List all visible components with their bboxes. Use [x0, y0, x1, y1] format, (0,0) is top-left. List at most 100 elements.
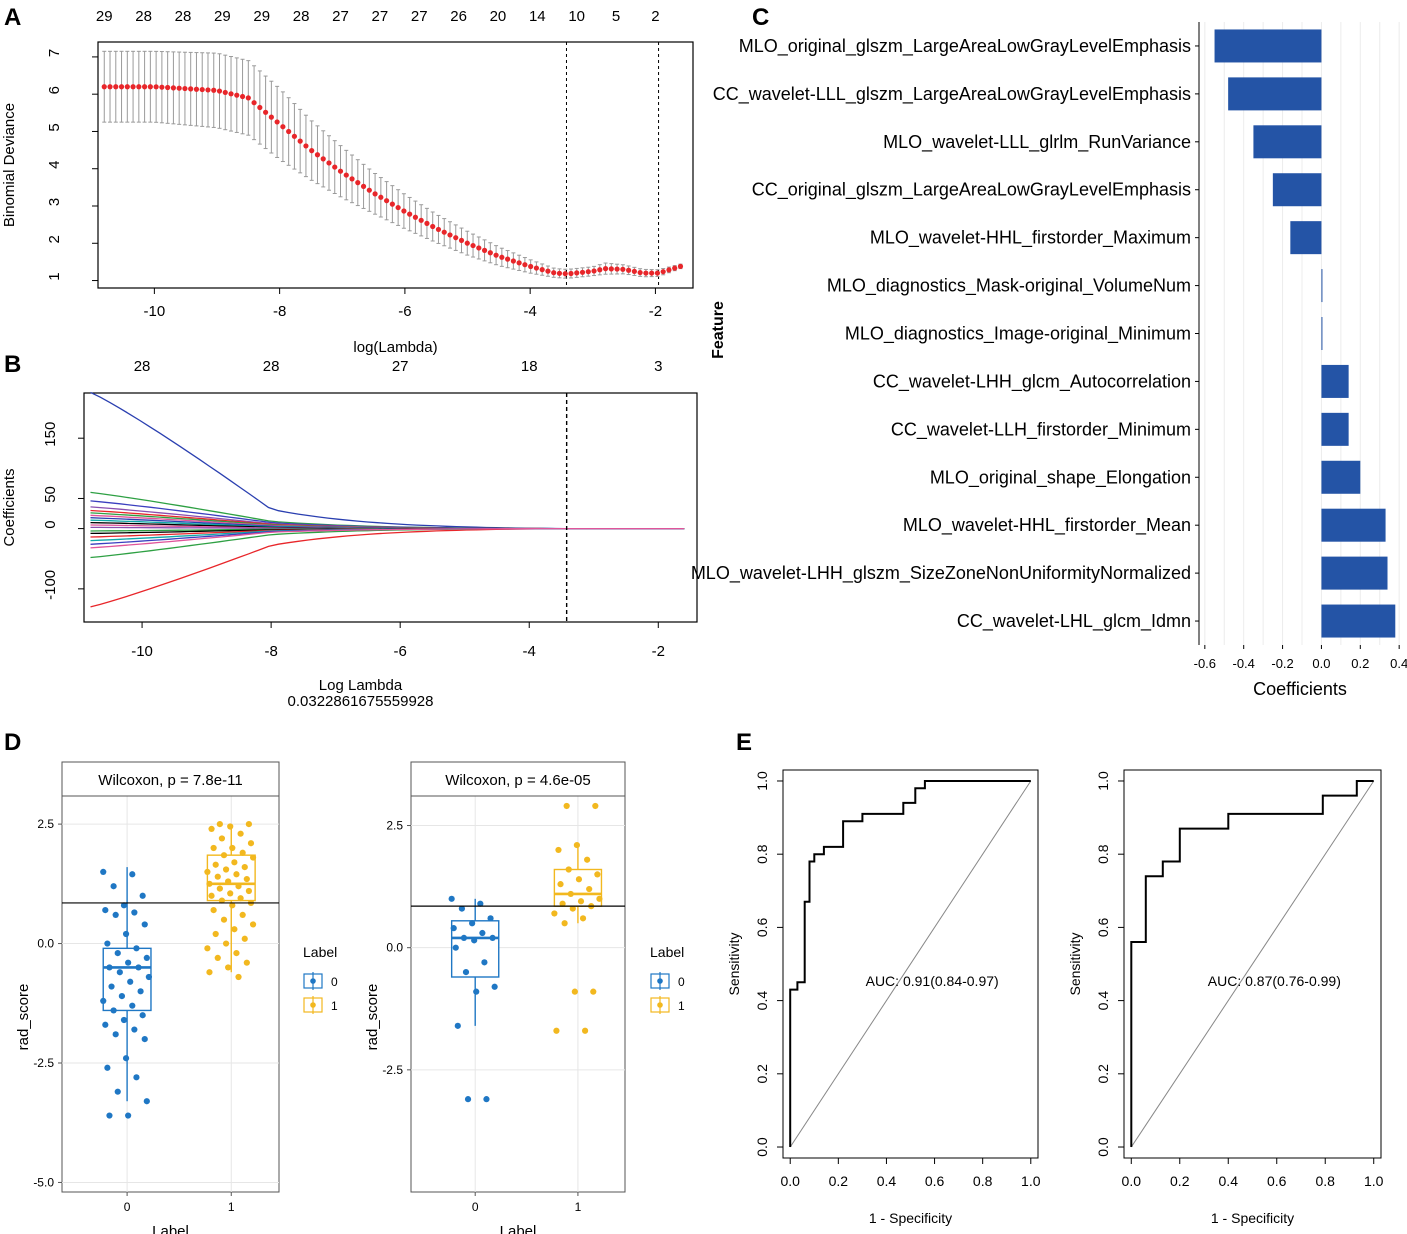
jitter-point — [481, 959, 488, 966]
deviance-point — [384, 198, 390, 204]
deviance-point — [401, 208, 407, 214]
coefficient-bar — [1290, 221, 1322, 255]
coefficient-bar — [1321, 460, 1361, 494]
deviance-point — [602, 266, 609, 272]
jitter-point — [235, 883, 242, 890]
deviance-point — [130, 84, 136, 90]
top-tick-label: 28 — [134, 358, 151, 375]
jitter-point — [216, 885, 223, 892]
feature-label: CC_wavelet-LHL_glcm_Idmn — [957, 611, 1191, 632]
jitter-point — [249, 921, 257, 928]
x-axis-label: Log Lambda — [319, 677, 403, 694]
deviance-point — [141, 84, 148, 90]
deviance-point — [222, 89, 228, 96]
deviance-point — [470, 242, 476, 249]
deviance-point — [528, 263, 534, 270]
y-tick-label: -5.0 — [33, 1175, 54, 1189]
deviance-point — [556, 270, 563, 276]
jitter-point — [100, 997, 107, 1004]
deviance-point — [441, 229, 447, 235]
x-tick-label: -0.4 — [1232, 656, 1254, 671]
deviance-point — [626, 267, 632, 273]
y-tick-label: 0.0 — [386, 941, 403, 955]
jitter-point — [125, 1112, 132, 1119]
plot-frame — [97, 41, 694, 289]
panel-d-left-legend: Label 0 1 — [303, 944, 338, 1014]
jitter-point — [229, 902, 236, 909]
deviance-point — [107, 84, 113, 90]
coefficient-path — [90, 391, 685, 530]
jitter-point — [220, 916, 228, 923]
x-tick-label: -8 — [264, 643, 277, 660]
deviance-point — [551, 270, 557, 276]
jitter-point — [464, 1096, 472, 1103]
x-tick-label: 0.2 — [1170, 1173, 1190, 1189]
deviance-point — [447, 232, 453, 238]
jitter-point — [104, 1064, 111, 1071]
top-tick-label: 2 — [651, 8, 659, 25]
deviance-point — [314, 152, 321, 158]
jitter-point — [122, 930, 130, 938]
deviance-point — [677, 263, 684, 269]
jitter-point — [216, 821, 223, 828]
jitter-point — [471, 937, 478, 944]
jitter-point — [106, 1112, 113, 1119]
feature-label: MLO_wavelet-LLL_glrlm_RunVariance — [883, 132, 1191, 153]
top-tick-label: 28 — [175, 8, 192, 25]
x-axis-label: Label — [500, 1223, 537, 1234]
jitter-point — [227, 823, 234, 830]
legend-title: Label — [650, 944, 684, 960]
y-axis-label: Coefficients — [1, 468, 18, 546]
top-tick-label: 18 — [521, 358, 538, 375]
deviance-point — [153, 84, 159, 90]
jitter-point — [553, 1027, 560, 1034]
y-axis-label: Sensitivity — [1067, 932, 1083, 995]
roc-curve — [1130, 780, 1374, 1147]
deviance-point — [597, 267, 603, 273]
y-tick-label: 0.0 — [1095, 1137, 1111, 1157]
y-tick-label: 1 — [46, 272, 63, 280]
y-tick-label: 0.2 — [754, 1064, 770, 1084]
panel-d-right-legend: Label 0 1 — [650, 944, 685, 1014]
deviance-point — [430, 223, 436, 230]
x-tick-label: -6 — [394, 643, 407, 660]
y-tick-label: 0.0 — [754, 1137, 770, 1157]
jitter-point — [567, 890, 574, 898]
y-axis-label: Sensitivity — [726, 932, 742, 995]
jitter-point — [125, 959, 132, 966]
deviance-point — [372, 191, 378, 197]
jitter-point — [212, 930, 219, 938]
feature-label: MLO_wavelet-HHL_firstorder_Mean — [903, 515, 1191, 536]
x-tick-label: 0 — [124, 1200, 131, 1214]
jitter-point — [231, 926, 238, 933]
deviance-point — [649, 270, 655, 276]
jitter-point — [110, 1007, 117, 1014]
panel-letter-e: E — [736, 729, 752, 756]
deviance-point — [654, 270, 661, 276]
deviance-point — [263, 109, 269, 115]
deviance-point — [343, 172, 349, 178]
deviance-point — [591, 268, 597, 274]
deviance-point — [407, 211, 413, 217]
deviance-point — [522, 262, 528, 268]
x-tick-label: 1.0 — [1364, 1173, 1384, 1189]
x-tick-label: 0.0 — [780, 1173, 800, 1189]
box-iqr — [102, 947, 152, 1012]
jitter-point — [243, 875, 250, 883]
y-tick-label: 2.5 — [386, 819, 403, 833]
jitter-point — [206, 880, 213, 887]
x-tick-label: -8 — [273, 303, 286, 320]
y-tick-label: 2.5 — [37, 817, 54, 831]
x-tick-label: 0.8 — [973, 1173, 993, 1189]
deviance-point — [349, 176, 355, 182]
title-strip — [61, 761, 280, 797]
y-tick-label: 0.6 — [1095, 917, 1111, 937]
x-axis-label: log(Lambda) — [353, 339, 437, 356]
legend-item-label: 1 — [678, 999, 685, 1013]
plot-frame — [83, 392, 698, 623]
jitter-point — [592, 802, 599, 810]
lambda-value-label: 0.0322861675559928 — [288, 693, 434, 710]
jitter-point — [489, 934, 496, 942]
deviance-point — [118, 84, 125, 90]
legend-item-label: 0 — [678, 975, 685, 989]
